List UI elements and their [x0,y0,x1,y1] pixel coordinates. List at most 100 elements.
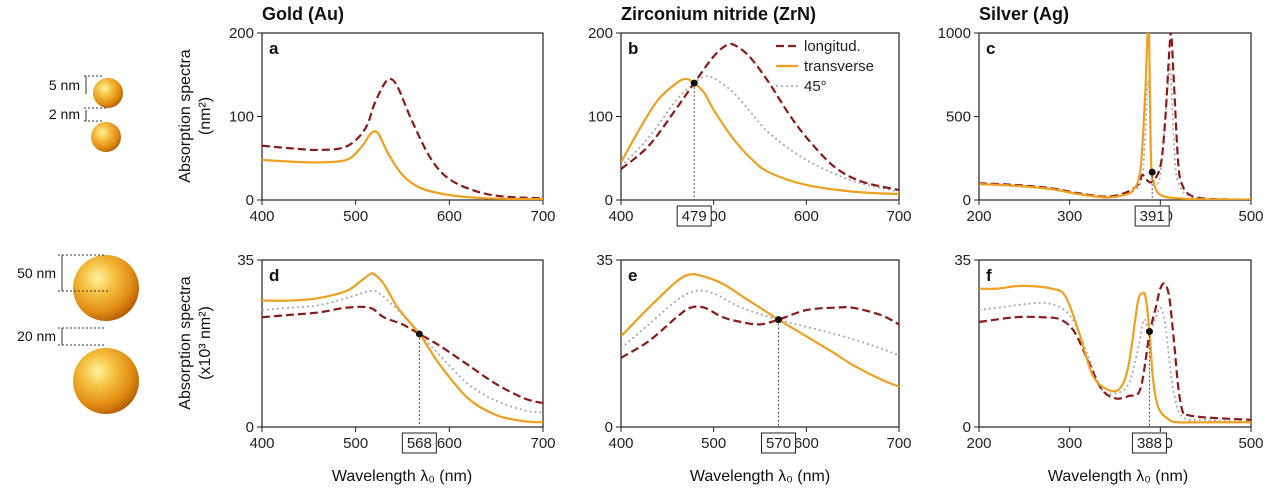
legend: longitud. transverse 45° [776,38,874,95]
chart-panel-a: 400 500 600 700 0 100 200 a [229,25,556,225]
series-group [262,77,543,200]
panels: 400 500 600 700 0 100 200 a 400 500 600 700 0 100 200 b… [229,25,1264,454]
series-group [621,273,899,388]
particle-diagram-large: 50 nm 20 nm [17,254,139,414]
y-tick-label: 0 [246,192,254,209]
x-tick-label: 700 [530,208,555,225]
x-tick-label: 700 [530,435,555,452]
panel-letter: a [269,39,279,58]
intersection-marker [1145,328,1153,336]
intersection-marker [690,79,698,87]
marker-label: 391 [1140,208,1165,225]
x-tick-label: 200 [966,435,991,452]
series-line [621,289,899,357]
x-tick-label: 300 [1057,435,1082,452]
ylabel-top: Absorption spectra (nm²) [177,49,214,183]
panel-letter: e [628,266,637,285]
plot-frame [978,32,1252,201]
marker-box [676,205,712,227]
y-tick-label: 200 [588,25,613,42]
x-tick-label: 500 [1238,435,1263,452]
chart-panel-f: 200300400500035f388 [954,252,1264,454]
series-line [262,130,543,200]
marker-label: 570 [766,435,791,452]
dim-label-5nm: 5 nm [49,77,80,93]
y-tick-label: 100 [588,109,613,126]
nanosphere-large-bottom [73,348,139,414]
y-tick-label: 35 [237,252,254,269]
legend-label: 45° [804,78,827,95]
panel-letter: c [986,39,995,58]
particle-diagram-small: 5 nm 2 nm [49,75,123,152]
chart-panel-d: 400 500 600 700 0 35 d 568 [237,252,556,454]
legend-label: longitud. [804,38,861,55]
marker-box [761,432,797,454]
nanosphere-large-top [73,255,139,321]
dim-label-20nm: 20 nm [17,328,56,344]
xlabel-2: Wavelength λ₀ (nm) [690,468,830,485]
title-gold: Gold (Au) [262,4,344,24]
plot-frame [978,259,1252,428]
series-line [979,63,1251,200]
ylabel-bottom: Absorption spectra (x10³ nm²) [177,276,214,410]
x-tick-label: 200 [966,208,991,225]
marker-label: 568 [407,435,432,452]
y-tick-label: 100 [229,109,254,126]
marker-box [1134,205,1170,227]
x-tick-label: 500 [1238,208,1263,225]
chart-panel-e: 400 500 600 700 0 35 e 570 [596,252,912,454]
x-tick-label: 500 [343,435,368,452]
xlabel-1: Wavelength λ₀ (nm) [332,468,472,485]
marker-label: 388 [1137,435,1162,452]
series-line [621,273,899,388]
nanosphere-small-top [93,78,123,108]
chart-panel-c: 20030040050005001000c391 [938,25,1264,227]
series-line [621,305,899,359]
ylabel-top-unit: (nm²) [197,97,214,135]
nanosphere-small-bottom [91,122,121,152]
x-tick-label: 500 [343,208,368,225]
series-line [979,282,1251,421]
title-silver: Silver (Ag) [979,4,1069,24]
x-tick-label: 600 [437,435,462,452]
legend-label: transverse [804,58,874,75]
x-tick-label: 400 [608,435,633,452]
panel-letter: b [628,39,638,58]
x-tick-label: 600 [794,435,819,452]
title-zrn: Zirconium nitride (ZrN) [621,4,816,24]
y-tick-label: 0 [605,419,613,436]
y-tick-label: 0 [963,419,971,436]
x-tick-label: 600 [794,208,819,225]
series-line [621,77,899,196]
y-tick-label: 200 [229,25,254,42]
x-tick-label: 600 [437,208,462,225]
marker-box [1131,432,1167,454]
x-tick-label: 700 [886,208,911,225]
intersection-marker [775,316,783,324]
series-line [262,305,543,405]
y-tick-label: 0 [605,192,613,209]
series-group [621,42,899,196]
x-tick-label: 500 [701,435,726,452]
plot-frame [620,259,900,428]
x-tick-label: 400 [608,208,633,225]
panel-letter: d [269,266,279,285]
y-tick-label: 1000 [938,25,971,42]
ylabel-bottom-unit: (x10³ nm²) [197,306,214,380]
ylabel-top-text: Absorption spectra [177,49,194,183]
y-tick-label: 35 [596,252,613,269]
plot-frame [261,259,544,428]
x-tick-label: 700 [886,435,911,452]
dim-label-2nm: 2 nm [49,106,80,122]
y-tick-label: 0 [963,192,971,209]
series-line [979,301,1251,424]
marker-box [401,432,437,454]
series-group [979,33,1251,200]
series-line [979,33,1251,200]
y-tick-label: 500 [946,109,971,126]
ylabel-bottom-text: Absorption spectra [177,276,194,410]
intersection-marker [1148,168,1156,176]
intersection-marker [415,330,423,338]
